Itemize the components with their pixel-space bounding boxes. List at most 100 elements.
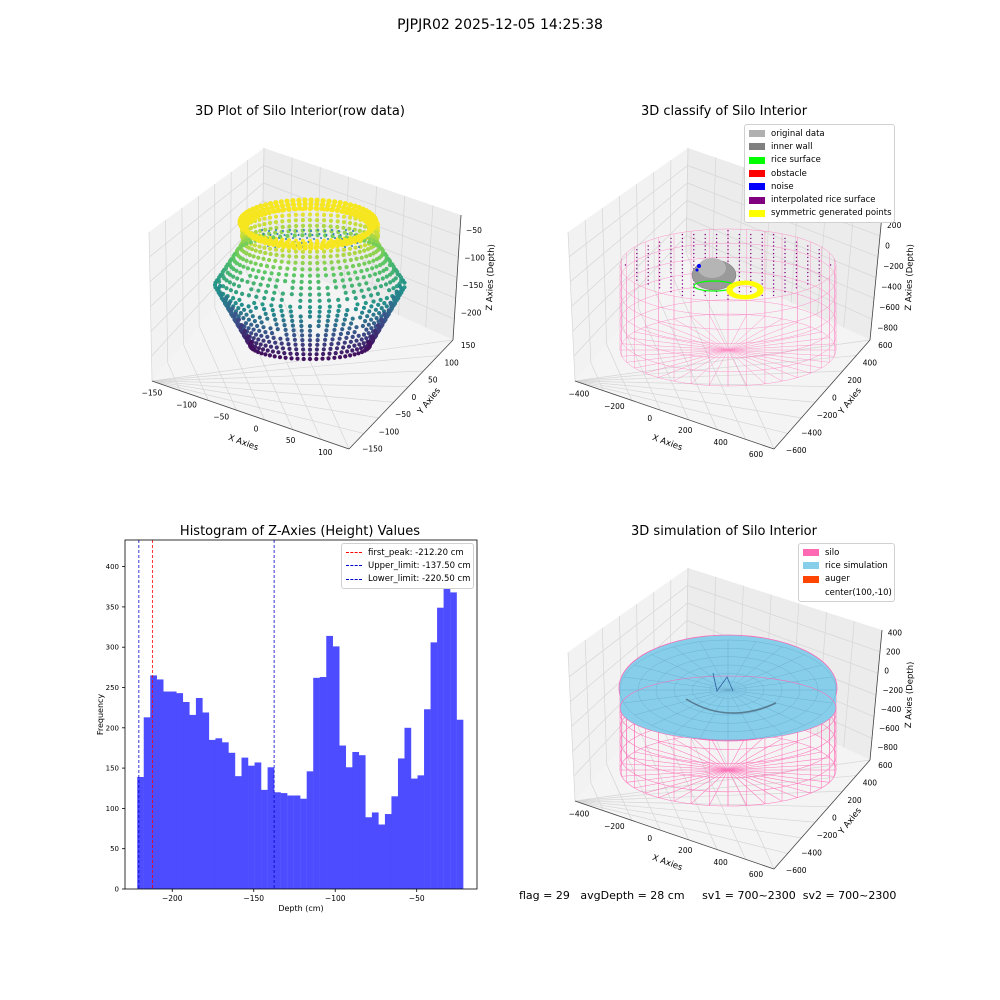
histogram-x-tick-label: −100 — [325, 894, 346, 903]
simulation-legend: silo rice simulation auger center(100,-10) — [798, 543, 895, 603]
raw-y-tick-label: 100 — [444, 358, 459, 367]
histogram-x-tick-label: −150 — [243, 894, 264, 903]
classify-x-tick-label: 0 — [647, 414, 652, 423]
raw-y-tick-label: −100 — [379, 427, 400, 436]
classify-z-tick-label: 200 — [887, 221, 902, 230]
raw-pane-left — [149, 148, 264, 381]
legend-entry: rice surface — [749, 154, 890, 167]
simulation-z-tick-label: 400 — [888, 629, 903, 638]
simulation-x-tick-label: −400 — [569, 810, 590, 819]
raw-x-axis — [151, 380, 350, 450]
histogram-bars — [137, 558, 464, 889]
histogram-y-axis-label: Frequency — [96, 694, 105, 736]
classify-silo-wireframe — [619, 228, 837, 387]
legend-swatch — [749, 209, 765, 217]
simulation-z-axis — [869, 629, 883, 761]
histogram-bar — [404, 727, 412, 889]
simulation-z-tick-label: −800 — [877, 743, 898, 752]
histogram-bar — [332, 646, 340, 889]
histogram-bar — [437, 607, 444, 889]
classify-x-tick-label: −200 — [604, 402, 625, 411]
classify-plot-title: 3D classify of Silo Interior — [640, 104, 808, 119]
histogram-bar — [397, 758, 405, 889]
classify-z-tick-label: 0 — [885, 242, 890, 251]
simulation-rice-mesh — [619, 639, 837, 741]
legend-entry: auger — [803, 573, 890, 586]
legend-line-swatch — [346, 578, 362, 580]
figure-title: PJPJR02 2025-12-05 14:25:38 — [397, 17, 603, 33]
simulation-x-tick-label: 200 — [678, 846, 693, 855]
raw-y-tick-label: 50 — [428, 376, 438, 385]
raw-x-tick-label: 50 — [286, 436, 296, 445]
sv1-value: sv1 = 700~2300 — [702, 889, 796, 902]
histogram-bar — [143, 717, 151, 889]
classify-legend: original data inner wall rice surface obsta… — [744, 124, 895, 224]
sv2-value: sv2 = 700~2300 — [802, 889, 897, 902]
histogram-bar — [248, 765, 255, 889]
simulation-cone-shadow — [685, 698, 777, 714]
classify-noise-point — [697, 264, 701, 268]
histogram-bar — [443, 558, 451, 889]
raw-z-tick-label: −100 — [464, 254, 485, 263]
classify-y-tick-label: 0 — [832, 394, 837, 403]
simulation-z-tick-label: 200 — [886, 648, 901, 657]
histogram-bar — [228, 752, 236, 889]
legend-swatch — [749, 143, 765, 151]
histogram-bar — [319, 677, 327, 889]
classify-x-tick-label: 400 — [713, 438, 728, 447]
histogram-y-tick-label: 50 — [110, 845, 119, 853]
raw-z-tick-label: −50 — [466, 226, 482, 235]
histogram-bar — [417, 775, 425, 889]
legend-swatch — [803, 549, 819, 557]
raw-x-tick-label: 100 — [318, 448, 333, 457]
raw-y-tick-label: −150 — [362, 445, 383, 454]
legend-label: Lower_limit: -220.50 cm — [368, 574, 471, 585]
raw-3d-plot: −150−100−50050100150100500−50−100−150−50… — [142, 147, 497, 457]
histogram-y-tick-label: 150 — [106, 765, 119, 773]
histogram-bar — [300, 798, 307, 889]
legend-entry: first_peak: -212.20 cm — [346, 546, 469, 559]
histogram-bar — [450, 592, 457, 889]
histogram-bar — [202, 712, 210, 889]
legend-swatch — [803, 575, 819, 583]
simulation-y-tick-label: −600 — [786, 866, 807, 875]
classify-noise-point — [695, 268, 699, 272]
simulation-y-tick-label: −400 — [801, 848, 822, 857]
simulation-x-axis-label: X Axies — [651, 853, 684, 873]
raw-silo-points — [212, 207, 407, 362]
classify-pane-left — [568, 148, 688, 381]
simulation-plot-title: 3D simulation of Silo Interior — [631, 524, 817, 539]
histogram-bar — [384, 814, 392, 889]
legend-label: noise — [771, 181, 794, 192]
raw-x-tick-label: −150 — [142, 388, 163, 397]
histogram-bar — [137, 776, 144, 889]
legend-entry: rice simulation — [803, 559, 890, 572]
classify-z-tick-label: −800 — [877, 324, 898, 333]
classify-y-tick-label: −600 — [786, 446, 807, 455]
histogram-bar — [411, 778, 418, 889]
legend-label: auger — [825, 574, 850, 585]
histogram-bar — [150, 675, 157, 889]
histogram-bar — [221, 742, 229, 889]
classify-z-tick-label: −600 — [879, 303, 900, 312]
classify-z-tick-label: −400 — [881, 283, 902, 292]
histogram-bar — [267, 767, 275, 889]
legend-entry: noise — [749, 180, 890, 193]
raw-plot-title: 3D Plot of Silo Interior(row data) — [195, 104, 405, 119]
histogram-y-tick-label: 100 — [106, 805, 119, 813]
histogram-bar — [345, 767, 353, 889]
simulation-center-mark — [712, 672, 734, 692]
histogram-y-tick-label: 250 — [106, 684, 119, 692]
histogram-x-tick-label: −200 — [162, 894, 183, 903]
classify-x-tick-label: −400 — [569, 390, 590, 399]
histogram-chart: −200 −150 −100 −50 0 50 100 150 200 250 300 350 400 D… — [96, 539, 478, 913]
raw-z-axis — [452, 214, 462, 341]
histogram-x-tick-label: −50 — [409, 894, 425, 903]
histogram-bar — [169, 691, 177, 889]
histogram-bar — [280, 793, 288, 889]
simulation-y-tick-label: 600 — [878, 761, 893, 770]
classify-z-axis — [869, 214, 883, 341]
raw-z-axis-label: Z Axies (Depth) — [485, 244, 497, 311]
histogram-bar — [358, 755, 366, 889]
histogram-bar — [261, 789, 268, 889]
